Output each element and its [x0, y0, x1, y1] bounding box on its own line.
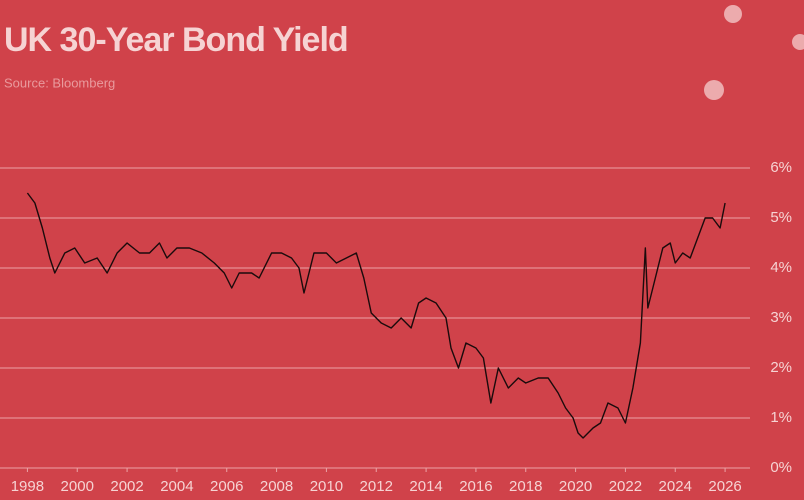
decoration	[704, 5, 804, 100]
y-tick-label: 6%	[770, 159, 792, 176]
x-tick-label: 2026	[708, 478, 741, 495]
data-line	[26, 192, 726, 439]
x-tick-label: 2012	[360, 478, 393, 495]
chart-subtitle: Source: Bloomberg	[4, 75, 115, 90]
x-tick-label: 2018	[509, 478, 542, 495]
x-tick-label: 2002	[110, 478, 143, 495]
x-tick-label: 2006	[210, 478, 243, 495]
x-tick-label: 2014	[409, 478, 442, 495]
x-tick-label: 2024	[659, 478, 692, 495]
y-tick-label: 4%	[770, 259, 792, 276]
x-tick-label: 2004	[160, 478, 193, 495]
y-tick-label: 5%	[770, 209, 792, 226]
chart-title: UK 30-Year Bond Yield	[4, 21, 348, 59]
x-tick-label: 1998	[11, 478, 44, 495]
x-tick-label: 2010	[310, 478, 343, 495]
x-tick-label: 2016	[459, 478, 492, 495]
y-tick-label: 2%	[770, 359, 792, 376]
x-tick-label: 2008	[260, 478, 293, 495]
y-tick-label: 3%	[770, 309, 792, 326]
y-tick-label: 1%	[770, 409, 792, 426]
x-tick-label: 2022	[609, 478, 642, 495]
x-tick-label: 2020	[559, 478, 592, 495]
x-tick-label: 2000	[61, 478, 94, 495]
y-tick-label: 0%	[770, 459, 792, 476]
